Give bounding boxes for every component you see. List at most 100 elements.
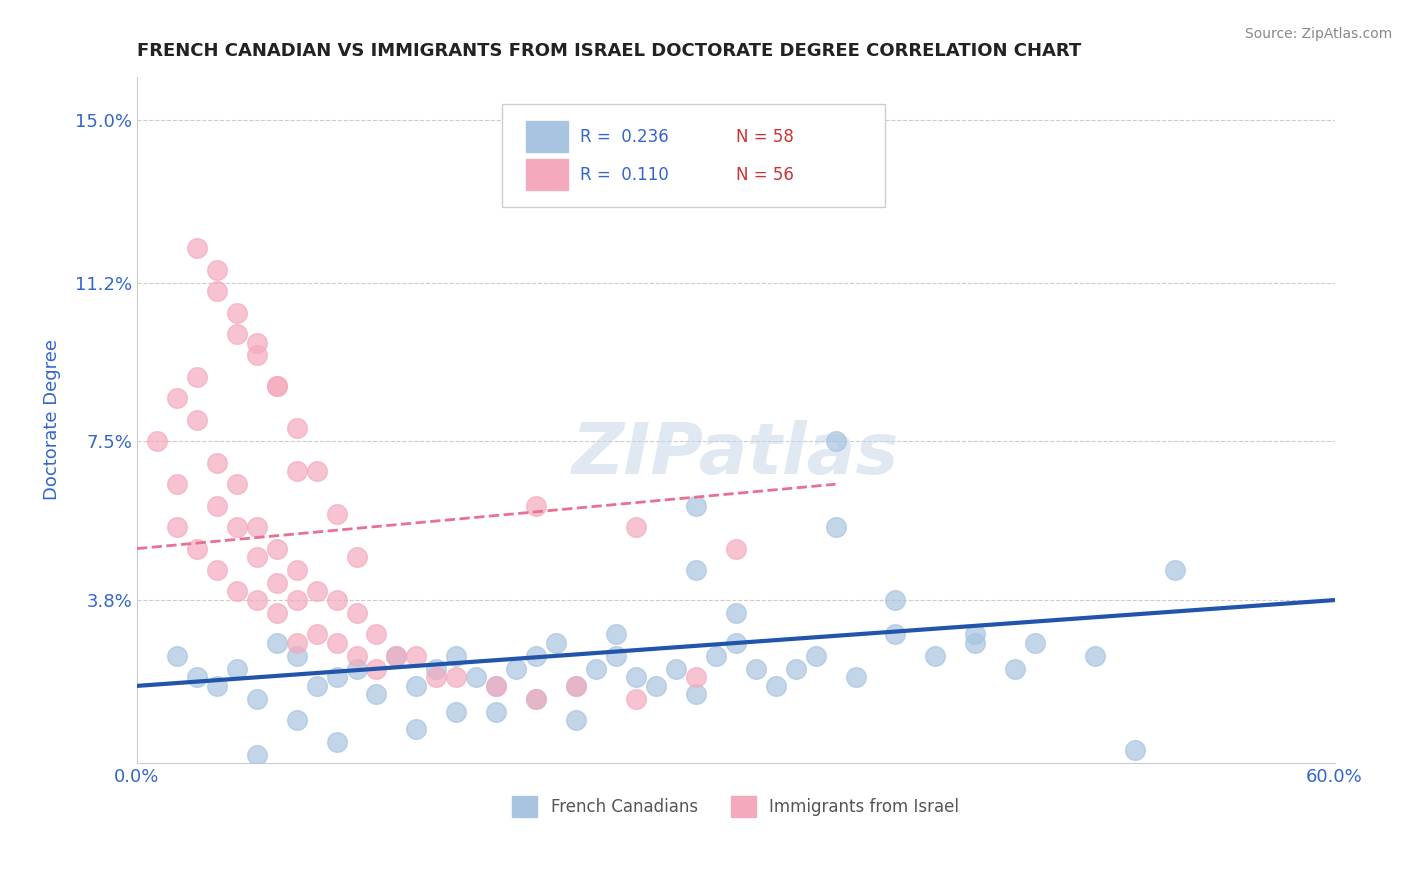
Point bbox=[166, 392, 188, 406]
Point bbox=[1024, 636, 1046, 650]
Point bbox=[346, 550, 368, 565]
Point bbox=[1164, 563, 1187, 577]
Point bbox=[346, 662, 368, 676]
Point bbox=[465, 670, 488, 684]
Point bbox=[205, 284, 228, 298]
Point bbox=[624, 520, 647, 534]
Point bbox=[585, 662, 607, 676]
Point bbox=[225, 305, 247, 319]
Point bbox=[685, 688, 707, 702]
Point bbox=[824, 434, 846, 449]
Point bbox=[305, 627, 328, 641]
Legend: French Canadians, Immigrants from Israel: French Canadians, Immigrants from Israel bbox=[506, 789, 966, 823]
Point bbox=[385, 648, 408, 663]
Point bbox=[225, 662, 247, 676]
Point bbox=[186, 241, 208, 255]
Point bbox=[285, 464, 308, 478]
Point bbox=[446, 670, 468, 684]
Text: N = 56: N = 56 bbox=[735, 166, 793, 184]
Point bbox=[546, 636, 568, 650]
Point bbox=[266, 378, 288, 392]
Point bbox=[524, 691, 547, 706]
Point bbox=[385, 648, 408, 663]
Point bbox=[325, 593, 347, 607]
Point bbox=[246, 747, 269, 762]
Point bbox=[366, 627, 388, 641]
Point bbox=[685, 563, 707, 577]
Bar bbox=[526, 121, 568, 153]
Point bbox=[1004, 662, 1026, 676]
Point bbox=[246, 593, 269, 607]
Point bbox=[965, 627, 987, 641]
Point bbox=[366, 688, 388, 702]
Point bbox=[824, 520, 846, 534]
Point bbox=[205, 679, 228, 693]
Point bbox=[624, 670, 647, 684]
Point bbox=[225, 520, 247, 534]
Point bbox=[146, 434, 169, 449]
Point bbox=[485, 679, 508, 693]
Point bbox=[804, 648, 827, 663]
Point bbox=[844, 670, 866, 684]
Point bbox=[266, 575, 288, 590]
Point bbox=[524, 648, 547, 663]
Point bbox=[965, 636, 987, 650]
Point bbox=[704, 648, 727, 663]
Point bbox=[285, 713, 308, 727]
Point bbox=[785, 662, 807, 676]
Point bbox=[186, 541, 208, 556]
Point bbox=[285, 648, 308, 663]
FancyBboxPatch shape bbox=[502, 104, 886, 207]
Point bbox=[446, 705, 468, 719]
Point bbox=[645, 679, 668, 693]
Point bbox=[285, 421, 308, 435]
Point bbox=[884, 627, 907, 641]
Point bbox=[624, 691, 647, 706]
Point bbox=[605, 627, 627, 641]
Point bbox=[1084, 648, 1107, 663]
Text: FRENCH CANADIAN VS IMMIGRANTS FROM ISRAEL DOCTORATE DEGREE CORRELATION CHART: FRENCH CANADIAN VS IMMIGRANTS FROM ISRAE… bbox=[136, 42, 1081, 60]
Point bbox=[246, 349, 269, 363]
Point bbox=[266, 636, 288, 650]
Point bbox=[485, 679, 508, 693]
Point bbox=[685, 499, 707, 513]
Point bbox=[225, 477, 247, 491]
Point bbox=[166, 520, 188, 534]
Point bbox=[325, 636, 347, 650]
Point bbox=[366, 662, 388, 676]
Point bbox=[205, 456, 228, 470]
Point bbox=[205, 499, 228, 513]
Point bbox=[166, 648, 188, 663]
Point bbox=[246, 550, 269, 565]
Text: R =  0.236: R = 0.236 bbox=[581, 128, 669, 146]
Point bbox=[205, 563, 228, 577]
Y-axis label: Doctorate Degree: Doctorate Degree bbox=[44, 339, 60, 500]
Text: N = 58: N = 58 bbox=[735, 128, 793, 146]
Point bbox=[266, 541, 288, 556]
Point bbox=[665, 662, 688, 676]
Point bbox=[205, 262, 228, 277]
Point bbox=[724, 636, 747, 650]
Point bbox=[225, 326, 247, 341]
Point bbox=[505, 662, 527, 676]
Point bbox=[924, 648, 946, 663]
Point bbox=[405, 722, 427, 736]
Point bbox=[1123, 743, 1146, 757]
Point bbox=[724, 606, 747, 620]
Point bbox=[325, 508, 347, 522]
Point bbox=[285, 563, 308, 577]
Point bbox=[225, 584, 247, 599]
Point bbox=[325, 734, 347, 748]
Point bbox=[685, 670, 707, 684]
Point bbox=[565, 679, 588, 693]
Point bbox=[884, 593, 907, 607]
Point bbox=[325, 670, 347, 684]
Point bbox=[285, 636, 308, 650]
Point bbox=[266, 378, 288, 392]
Point bbox=[446, 648, 468, 663]
Point bbox=[405, 648, 427, 663]
Text: Source: ZipAtlas.com: Source: ZipAtlas.com bbox=[1244, 27, 1392, 41]
Point bbox=[285, 593, 308, 607]
Point bbox=[346, 606, 368, 620]
Point bbox=[186, 370, 208, 384]
